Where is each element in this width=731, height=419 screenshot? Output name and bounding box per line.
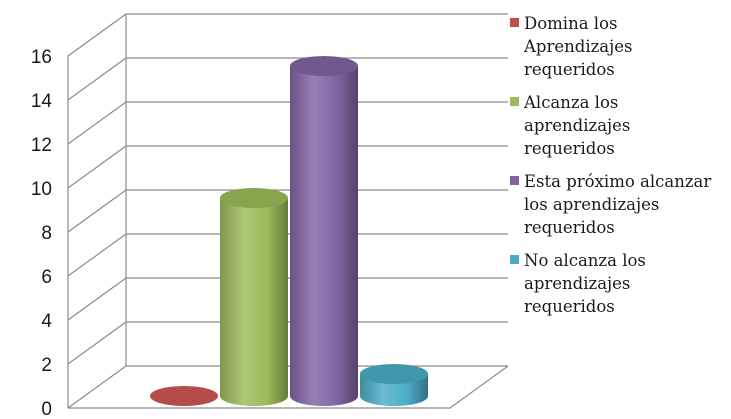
floor-edge — [68, 365, 509, 409]
legend-swatch-proximo — [510, 176, 519, 185]
y-tick-label-2: 2 — [41, 355, 52, 376]
y-tick-label-16: 16 — [31, 47, 52, 68]
gridline-10 — [67, 145, 508, 189]
legend-label-no-alcanza-line-1: No alcanza los — [524, 251, 646, 270]
chart-legend: Domina los Aprendizajes requeridos Alcan… — [510, 12, 730, 328]
legend-label-domina-line-3: requeridos — [524, 60, 615, 79]
legend-swatch-no-alcanza — [510, 255, 519, 264]
bar-body-2 — [290, 66, 358, 406]
y-tick-label-8: 8 — [41, 223, 52, 244]
legend-label-alcanza-line-1: Alcanza los — [524, 93, 619, 112]
legend-item-domina: Domina los Aprendizajes requeridos — [510, 12, 730, 81]
legend-label-no-alcanza-line-2: aprendizajes — [524, 274, 631, 293]
bar-top-1 — [220, 188, 288, 208]
bar-top-2 — [290, 56, 358, 76]
bar-top-3 — [360, 364, 428, 384]
gridline-14 — [67, 57, 508, 101]
legend-item-no-alcanza: No alcanza los aprendizajes requeridos — [510, 249, 730, 318]
gridline-12 — [67, 101, 508, 145]
legend-item-alcanza: Alcanza los aprendizajes requeridos — [510, 91, 730, 160]
bar-top-0 — [150, 386, 218, 406]
y-tick-label-0: 0 — [41, 399, 52, 419]
y-tick-label-6: 6 — [41, 267, 52, 288]
legend-label-proximo-line-2: los aprendizajes — [524, 195, 660, 214]
legend-label-proximo-line-1: Esta próximo alcanzar — [524, 172, 712, 191]
legend-label-alcanza-line-3: requeridos — [524, 139, 615, 158]
legend-label-proximo-line-3: requeridos — [524, 218, 615, 237]
y-tick-label-14: 14 — [31, 91, 53, 112]
legend-label-domina-line-1: Domina los — [524, 14, 618, 33]
y-tick-label-10: 10 — [31, 179, 52, 200]
legend-label-no-alcanza-line-3: requeridos — [524, 297, 615, 316]
y-tick-label-4: 4 — [41, 311, 52, 332]
legend-label-alcanza-line-2: aprendizajes — [524, 116, 631, 135]
bar-body-1 — [220, 198, 288, 406]
legend-swatch-domina — [510, 18, 519, 27]
legend-label-domina-line-2: Aprendizajes — [524, 37, 633, 56]
y-tick-label-12: 12 — [31, 135, 52, 156]
legend-item-proximo: Esta próximo alcanzar los aprendizajes r… — [510, 170, 730, 239]
legend-swatch-alcanza — [510, 97, 519, 106]
gridline-16 — [67, 13, 508, 57]
